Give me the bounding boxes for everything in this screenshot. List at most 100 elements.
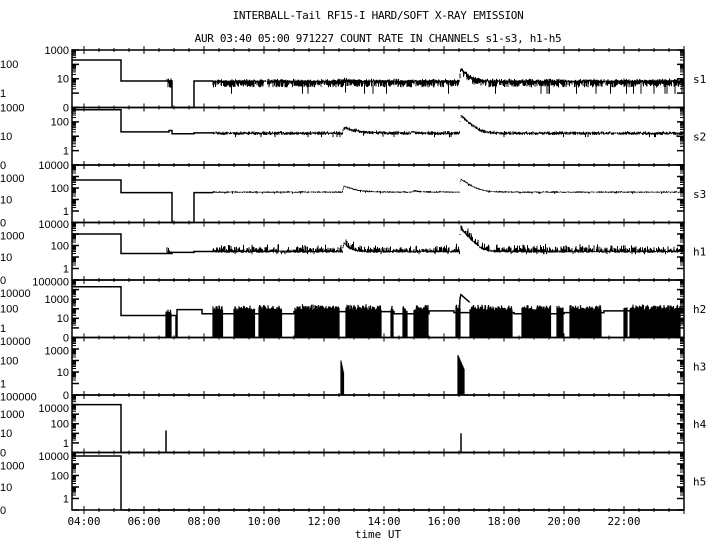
y-tick-label: 10000 (38, 219, 69, 231)
burst-block (165, 309, 172, 338)
burst-block (212, 305, 224, 338)
y-tick-label: 0 (63, 390, 69, 402)
panel-label: s2 (693, 130, 706, 143)
burst-block (556, 305, 564, 338)
burst-block (312, 304, 340, 338)
series-noise-s1 (212, 68, 684, 94)
y-tick-label: 100 (0, 304, 18, 316)
x-tick-label: 22:00 (607, 515, 640, 528)
burst-block (345, 304, 382, 338)
burst-block (402, 306, 408, 338)
y-tick-label: 1 (63, 493, 69, 505)
y-tick-label: 1000 (45, 45, 69, 57)
series-step-line (72, 233, 213, 255)
x-tick-label: 04:00 (67, 515, 100, 528)
burst-block (247, 305, 256, 338)
panel-frame (71, 164, 685, 224)
y-tick-label: 0 (63, 332, 69, 344)
series-step-line (72, 179, 213, 224)
panel-frame (71, 336, 685, 396)
y-tick-label: 1 (63, 206, 69, 218)
x-tick-label: 08:00 (187, 515, 220, 528)
y-tick-label: 10 (0, 428, 12, 440)
panel-frame (71, 394, 685, 454)
y-tick-label: 1 (63, 438, 69, 450)
x-tick-label: 06:00 (127, 515, 160, 528)
burst-block (294, 304, 313, 338)
burst-block (629, 304, 681, 338)
y-tick-label: 1 (0, 88, 6, 100)
y-tick-label: 10000 (38, 403, 69, 415)
series-noise-s1 (166, 78, 172, 88)
y-tick-label: 10 (57, 313, 69, 325)
y-tick-label: 1 (0, 378, 6, 390)
y-tick-label: 100 (51, 183, 69, 195)
series-noise-s2 (212, 115, 684, 138)
chart-subtitle: AUR 03:40 05:00 971227 COUNT RATE IN CHA… (194, 32, 562, 45)
y-tick-label: 1000 (0, 173, 24, 185)
series-step-line (72, 455, 684, 511)
chart-title: INTERBALL-Tail RF15-I HARD/SOFT X-RAY EM… (232, 9, 524, 22)
y-tick-label: 10000 (0, 336, 31, 348)
y-tick-label: 0 (0, 275, 6, 287)
y-tick-label: 100000 (32, 276, 69, 288)
burst-block (469, 304, 513, 338)
x-tick-label: 18:00 (487, 515, 520, 528)
y-tick-label: 1000 (0, 102, 24, 114)
y-tick-label: 10 (0, 252, 12, 264)
y-tick-label: 100 (51, 470, 69, 482)
y-tick-label: 0 (0, 217, 6, 229)
y-tick-label: 10000 (0, 288, 31, 300)
y-tick-label: 0 (0, 447, 6, 459)
panel-frame (71, 451, 685, 511)
x-tick-label: 12:00 (307, 515, 340, 528)
y-tick-label: 1000 (0, 230, 24, 242)
y-tick-label: 100 (51, 240, 69, 252)
flare-peak-line (458, 293, 471, 313)
y-tick-label: 1 (0, 323, 6, 335)
spike-block (340, 360, 345, 395)
burst-block (569, 304, 602, 338)
y-tick-label: 1000 (45, 345, 69, 357)
series-noise-s3 (212, 178, 684, 194)
x-tick-label: 14:00 (367, 515, 400, 528)
y-tick-label: 10000 (38, 451, 69, 463)
series-noise-h1 (212, 225, 684, 255)
y-tick-label: 100 (51, 419, 69, 431)
y-tick-label: 10 (57, 74, 69, 86)
x-axis-label: time UT (355, 528, 402, 541)
burst-block (233, 305, 248, 338)
x-tick-label: 10:00 (247, 515, 280, 528)
y-tick-label: 10 (57, 367, 69, 379)
series-noise-h1 (166, 247, 172, 254)
y-tick-label: 100000 (0, 391, 37, 403)
series-step-line (72, 403, 684, 454)
y-tick-label: 0 (0, 505, 6, 517)
panel-label: h5 (693, 475, 706, 488)
y-tick-label: 1000 (0, 460, 24, 472)
spike-block (457, 355, 465, 395)
y-tick-label: 1000 (0, 409, 24, 421)
y-tick-label: 10 (0, 131, 12, 143)
y-tick-label: 10000 (38, 160, 69, 172)
y-tick-label: 1 (63, 263, 69, 275)
y-tick-label: 10 (0, 194, 12, 206)
panel-frame (71, 106, 685, 166)
y-tick-label: 10 (0, 482, 12, 494)
series-step-line (72, 108, 213, 135)
x-tick-label: 20:00 (547, 515, 580, 528)
burst-block (521, 305, 552, 338)
panel-label: h3 (693, 360, 706, 373)
panel-label: h4 (693, 418, 707, 431)
panel-label: s3 (693, 188, 706, 201)
panel-label: h2 (693, 303, 706, 316)
y-tick-label: 100 (0, 59, 18, 71)
burst-block (623, 307, 628, 338)
y-tick-label: 100 (0, 355, 18, 367)
